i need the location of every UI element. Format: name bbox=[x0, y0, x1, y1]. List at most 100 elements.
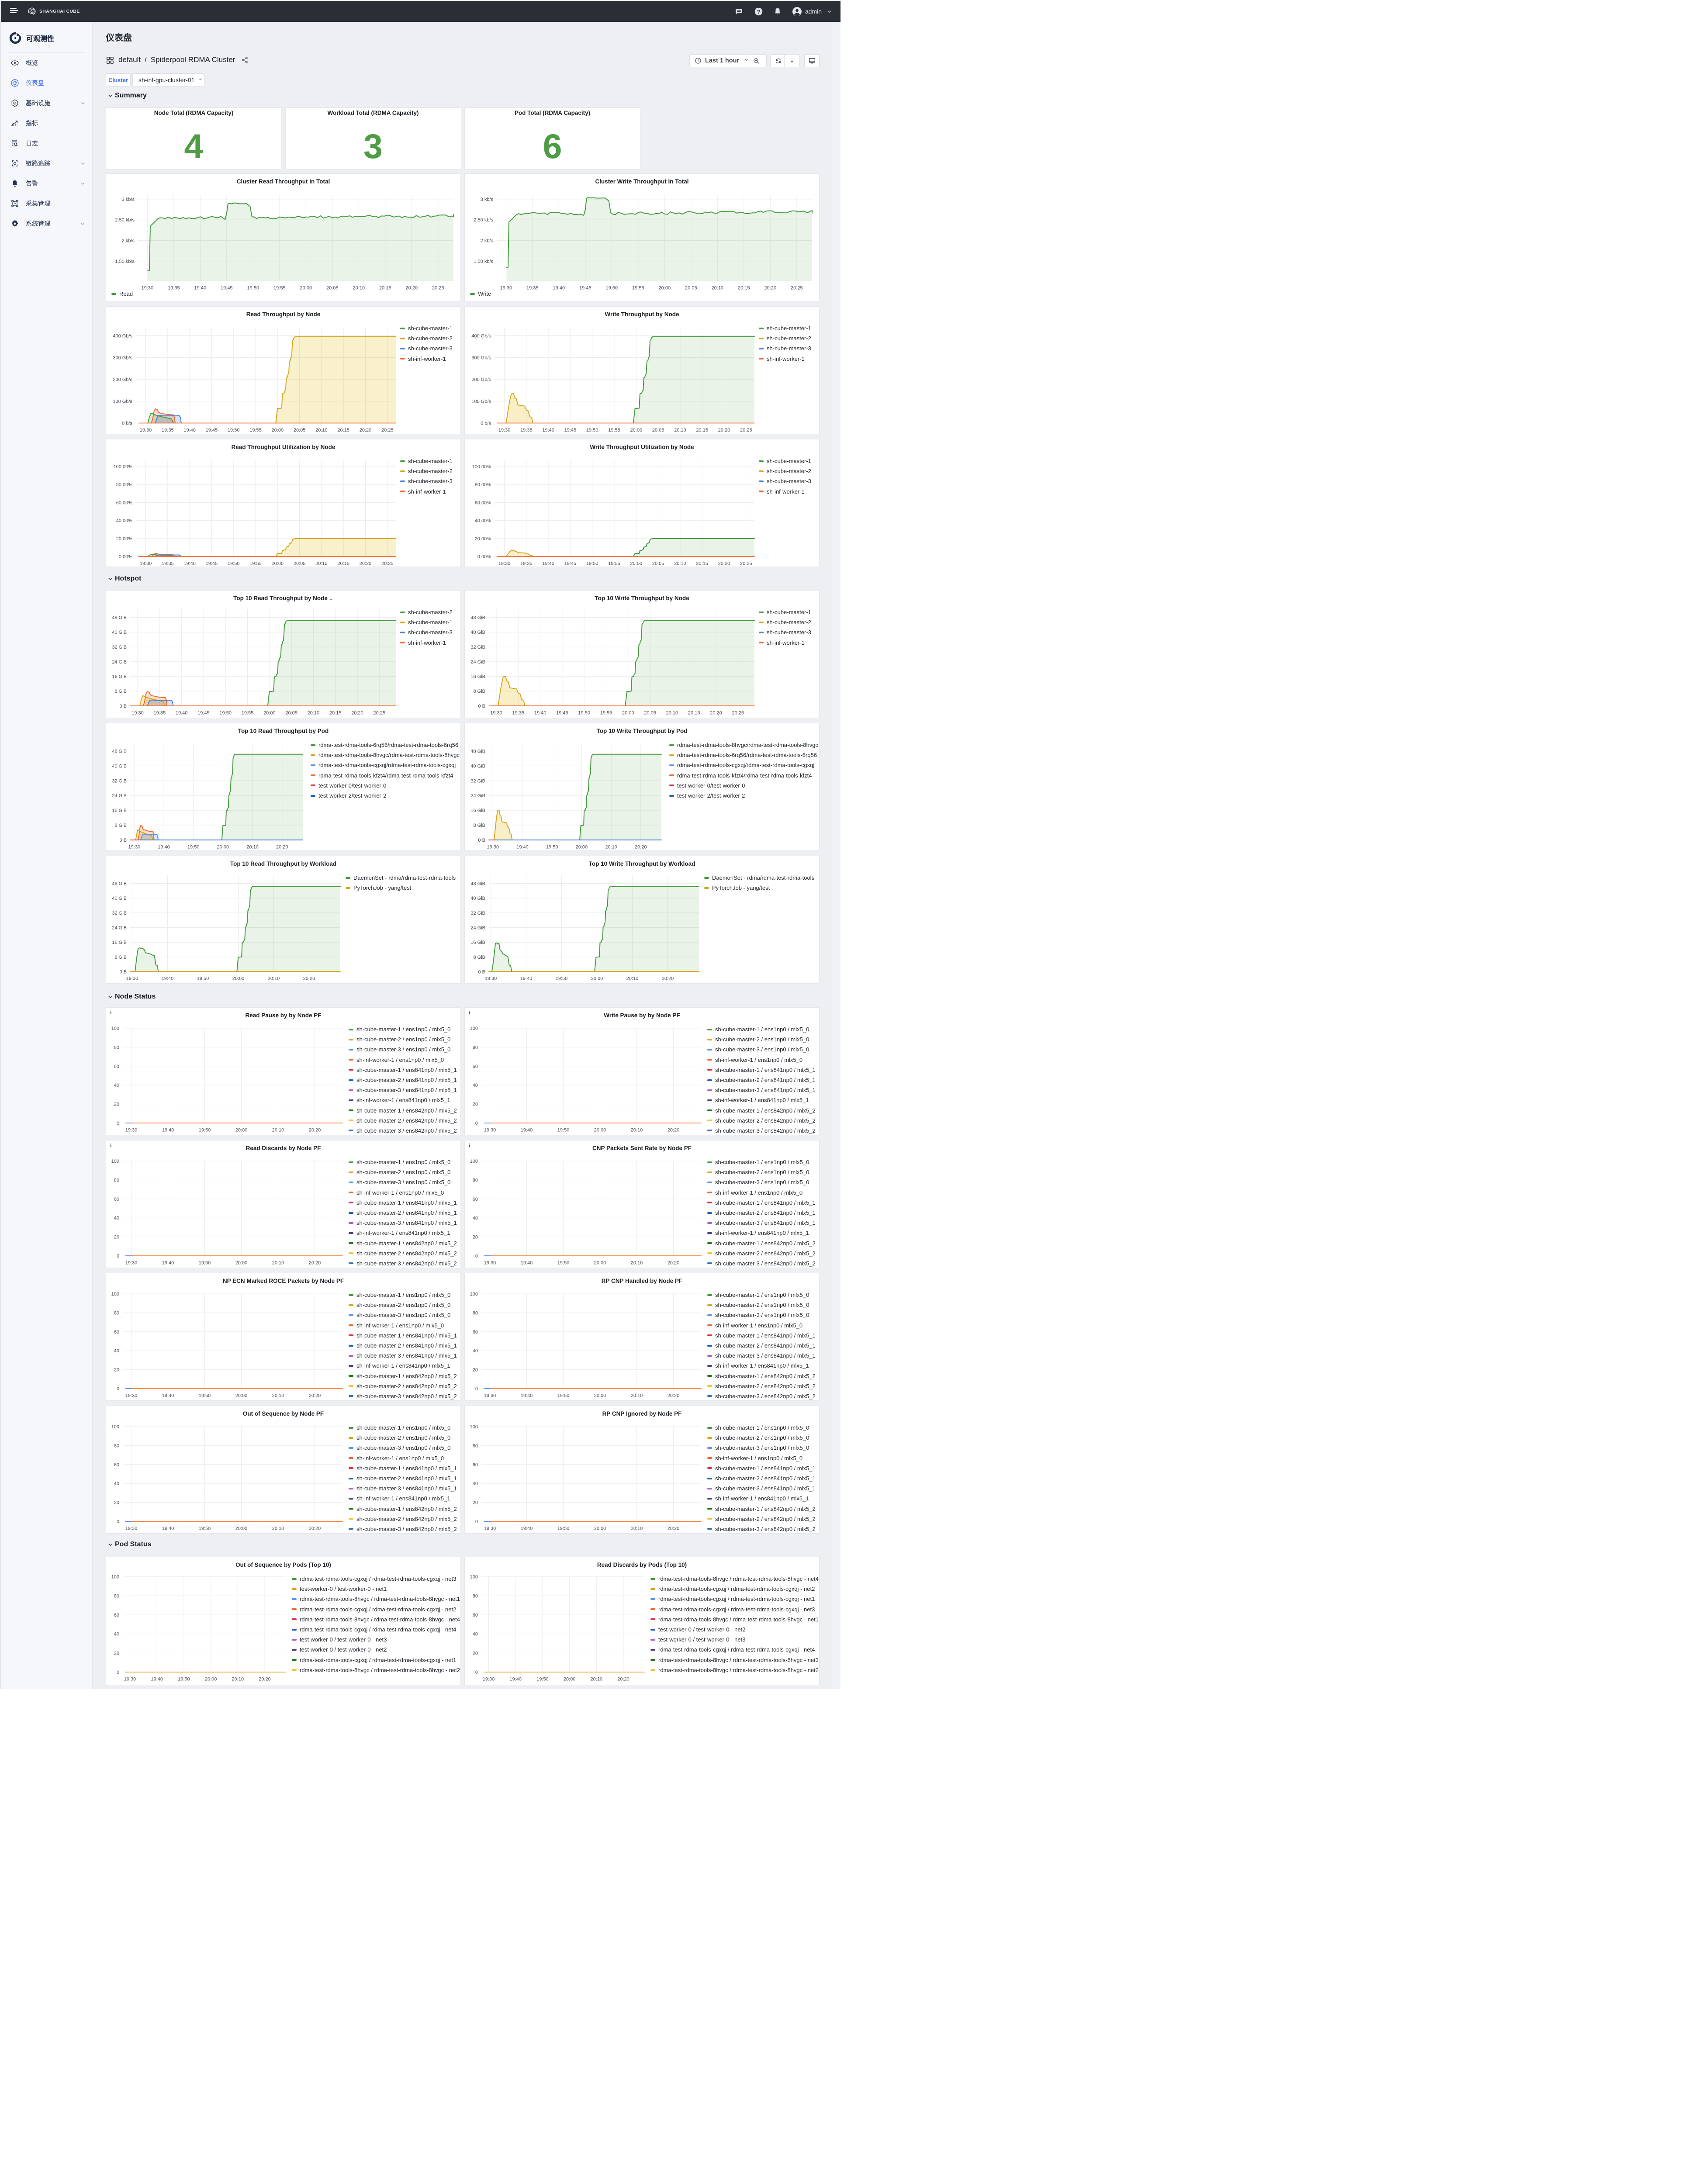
svg-text:0.00%: 0.00% bbox=[477, 554, 491, 560]
svg-text:100: 100 bbox=[111, 1292, 119, 1297]
svg-text:20:25: 20:25 bbox=[740, 428, 752, 433]
svg-text:20:10: 20:10 bbox=[272, 1261, 284, 1266]
svg-text:20:00: 20:00 bbox=[591, 976, 603, 981]
svg-text:19:50: 19:50 bbox=[199, 1128, 211, 1133]
svg-text:48 GiB: 48 GiB bbox=[470, 749, 485, 754]
svg-text:20:15: 20:15 bbox=[696, 428, 708, 433]
svg-text:48 GiB: 48 GiB bbox=[470, 881, 485, 887]
svg-text:20:10: 20:10 bbox=[631, 1128, 643, 1133]
svg-text:19:35: 19:35 bbox=[168, 286, 180, 291]
svg-text:60: 60 bbox=[473, 1197, 478, 1202]
svg-text:20:00: 20:00 bbox=[263, 711, 276, 716]
svg-text:19:50: 19:50 bbox=[199, 1526, 211, 1531]
svg-text:19:30: 19:30 bbox=[126, 976, 138, 981]
svg-text:19:50: 19:50 bbox=[546, 845, 558, 850]
svg-text:19:55: 19:55 bbox=[632, 286, 644, 291]
svg-text:19:50: 19:50 bbox=[586, 561, 598, 567]
svg-text:20:10: 20:10 bbox=[666, 711, 678, 716]
svg-text:20: 20 bbox=[114, 1651, 119, 1656]
svg-text:19:40: 19:40 bbox=[521, 1526, 533, 1531]
svg-text:19:50: 19:50 bbox=[606, 286, 618, 291]
svg-text:19:30: 19:30 bbox=[484, 1526, 496, 1531]
svg-text:32 GiB: 32 GiB bbox=[470, 778, 485, 784]
svg-text:19:35: 19:35 bbox=[162, 428, 174, 433]
svg-text:20:20: 20:20 bbox=[662, 976, 674, 981]
svg-text:19:55: 19:55 bbox=[249, 428, 262, 433]
svg-text:19:30: 19:30 bbox=[142, 286, 154, 291]
svg-text:19:45: 19:45 bbox=[197, 711, 210, 716]
svg-text:19:50: 19:50 bbox=[557, 1393, 570, 1399]
svg-text:20: 20 bbox=[114, 1102, 119, 1107]
svg-text:20:20: 20:20 bbox=[303, 976, 315, 981]
svg-text:20:00: 20:00 bbox=[630, 428, 643, 433]
svg-text:0 B: 0 B bbox=[478, 704, 485, 709]
svg-text:0.00%: 0.00% bbox=[119, 554, 132, 560]
svg-text:100 Gb/s: 100 Gb/s bbox=[471, 399, 491, 404]
svg-text:19:40: 19:40 bbox=[158, 845, 170, 850]
svg-text:20: 20 bbox=[114, 1368, 119, 1373]
svg-text:20:00: 20:00 bbox=[594, 1393, 606, 1399]
svg-text:0: 0 bbox=[475, 1254, 478, 1259]
svg-text:20:20: 20:20 bbox=[406, 286, 418, 291]
svg-text:20:00: 20:00 bbox=[235, 1393, 248, 1399]
svg-text:20:05: 20:05 bbox=[285, 711, 297, 716]
svg-text:20:20: 20:20 bbox=[710, 711, 722, 716]
svg-text:100.00%: 100.00% bbox=[114, 464, 133, 470]
svg-text:19:30: 19:30 bbox=[125, 1128, 138, 1133]
svg-text:20.00%: 20.00% bbox=[116, 536, 133, 542]
svg-text:19:50: 19:50 bbox=[199, 1261, 211, 1266]
svg-text:60: 60 bbox=[473, 1330, 478, 1335]
svg-text:19:45: 19:45 bbox=[221, 286, 233, 291]
svg-text:16 GiB: 16 GiB bbox=[112, 808, 127, 813]
svg-text:80: 80 bbox=[473, 1310, 478, 1316]
svg-text:20:20: 20:20 bbox=[668, 1128, 680, 1133]
svg-text:19:30: 19:30 bbox=[125, 1393, 138, 1399]
svg-text:60: 60 bbox=[114, 1197, 119, 1202]
svg-text:19:50: 19:50 bbox=[219, 711, 232, 716]
svg-text:19:55: 19:55 bbox=[273, 286, 286, 291]
svg-text:20:10: 20:10 bbox=[232, 1677, 244, 1682]
svg-text:20:25: 20:25 bbox=[374, 711, 386, 716]
svg-text:19:30: 19:30 bbox=[500, 286, 512, 291]
svg-text:60: 60 bbox=[114, 1330, 119, 1335]
svg-text:400 Gb/s: 400 Gb/s bbox=[471, 334, 491, 339]
svg-text:19:50: 19:50 bbox=[557, 1128, 570, 1133]
svg-text:20:25: 20:25 bbox=[381, 561, 394, 567]
svg-text:80: 80 bbox=[473, 1443, 478, 1448]
svg-text:40: 40 bbox=[114, 1481, 119, 1486]
svg-text:20:25: 20:25 bbox=[732, 711, 744, 716]
svg-text:20:15: 20:15 bbox=[337, 428, 349, 433]
svg-text:20:25: 20:25 bbox=[791, 286, 803, 291]
svg-text:8 GiB: 8 GiB bbox=[114, 955, 127, 960]
svg-text:20:20: 20:20 bbox=[309, 1261, 321, 1266]
svg-text:19:45: 19:45 bbox=[564, 561, 577, 567]
svg-text:20: 20 bbox=[473, 1651, 478, 1656]
svg-text:19:40: 19:40 bbox=[542, 561, 554, 567]
svg-text:24 GiB: 24 GiB bbox=[470, 660, 485, 665]
svg-text:20:05: 20:05 bbox=[294, 428, 306, 433]
svg-text:60.00%: 60.00% bbox=[475, 500, 491, 505]
svg-text:20:10: 20:10 bbox=[272, 1128, 284, 1133]
svg-text:19:40: 19:40 bbox=[521, 1128, 533, 1133]
svg-text:20:20: 20:20 bbox=[351, 711, 363, 716]
svg-text:0: 0 bbox=[475, 1121, 478, 1126]
svg-text:0 B: 0 B bbox=[478, 970, 485, 975]
svg-text:0: 0 bbox=[475, 1519, 478, 1524]
svg-text:20:20: 20:20 bbox=[635, 845, 647, 850]
svg-text:20:10: 20:10 bbox=[631, 1393, 643, 1399]
svg-text:0: 0 bbox=[117, 1386, 119, 1392]
svg-text:0: 0 bbox=[117, 1670, 119, 1675]
svg-text:40.00%: 40.00% bbox=[475, 518, 491, 524]
svg-text:20:20: 20:20 bbox=[309, 1393, 321, 1399]
svg-text:20:20: 20:20 bbox=[668, 1526, 680, 1531]
svg-text:19:50: 19:50 bbox=[228, 428, 240, 433]
svg-text:20:20: 20:20 bbox=[360, 428, 372, 433]
svg-text:20:05: 20:05 bbox=[652, 561, 664, 567]
svg-text:32 GiB: 32 GiB bbox=[470, 645, 485, 650]
svg-text:80: 80 bbox=[114, 1310, 119, 1316]
svg-text:20:05: 20:05 bbox=[294, 561, 306, 567]
svg-text:19:55: 19:55 bbox=[600, 711, 612, 716]
svg-text:19:30: 19:30 bbox=[125, 1261, 138, 1266]
svg-text:100: 100 bbox=[111, 1159, 119, 1164]
svg-text:20:10: 20:10 bbox=[272, 1393, 284, 1399]
